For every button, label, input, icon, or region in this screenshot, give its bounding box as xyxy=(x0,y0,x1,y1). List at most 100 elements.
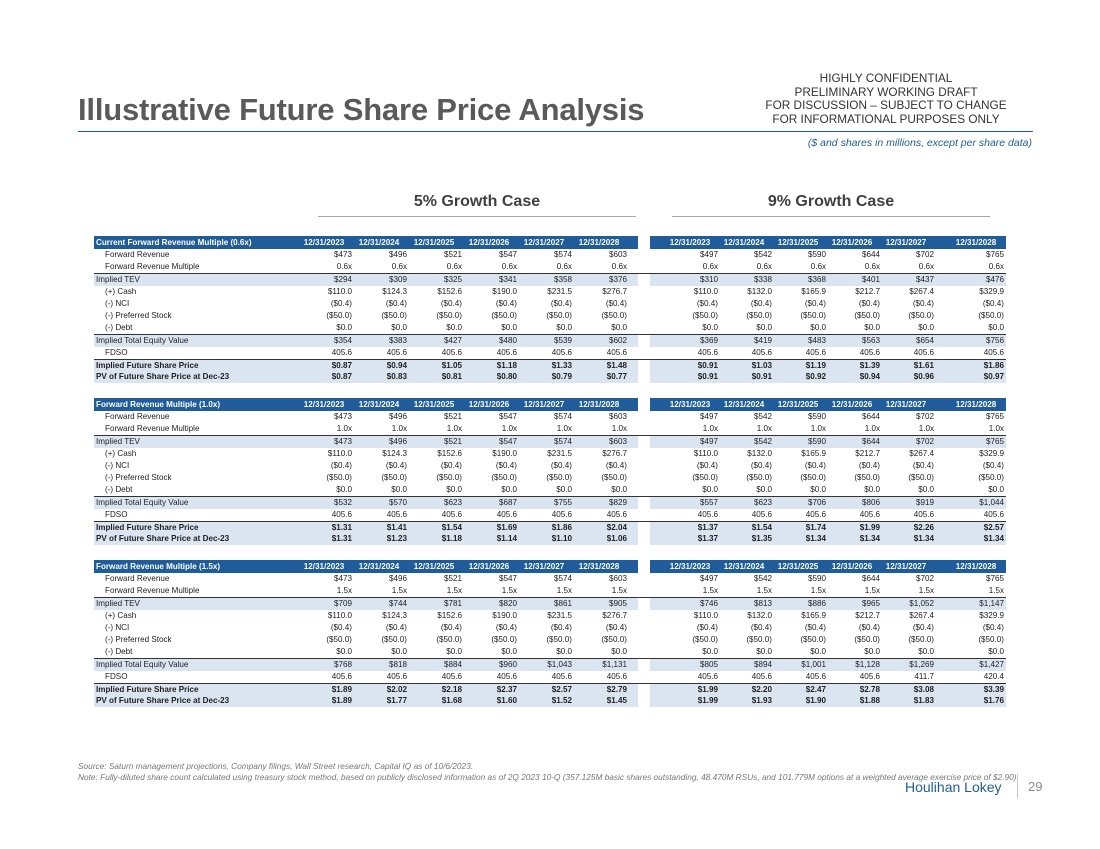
value-cell: 405.6 xyxy=(805,509,826,519)
table-row: Forward Revenue $473 $496 $521 $547 $574 $603 $… xyxy=(94,249,1006,261)
date-header-cell: 12/31/2024 xyxy=(723,400,765,409)
value-cell: $0.0 xyxy=(611,647,627,657)
date-header-cell: 12/31/2026 xyxy=(468,400,510,409)
row-label: Forward Revenue Multiple xyxy=(105,424,200,434)
row-label: (-) NCI xyxy=(105,298,130,308)
value-cell: $1.41 xyxy=(386,522,407,532)
row-label: (-) NCI xyxy=(105,622,130,632)
table-row: (-) NCI ($0.4) ($0.4) ($0.4) ($0.4) ($0.4) ($0… xyxy=(94,460,1006,472)
table-row: Implied TEV $294 $309 $325 $341 $358 $376 $310 $… xyxy=(94,273,1006,286)
value-cell: $497 xyxy=(699,412,718,421)
row-label: (-) Preferred Stock xyxy=(105,310,172,320)
value-cell: 1.0x xyxy=(501,424,517,434)
value-cell: ($50.0) xyxy=(746,310,772,320)
value-cell: ($50.0) xyxy=(978,634,1004,644)
table-row: (+) Cash $110.0 $124.3 $152.6 $190.0 $231.5 $2… xyxy=(94,610,1006,622)
value-cell: $473 xyxy=(333,250,352,259)
value-cell: $476 xyxy=(985,275,1004,285)
date-header-cell: 12/31/2023 xyxy=(669,562,711,571)
value-cell: ($0.4) xyxy=(982,298,1004,308)
value-cell: $190.0 xyxy=(492,448,517,458)
value-cell: ($0.4) xyxy=(495,460,517,470)
value-cell: $1.52 xyxy=(551,695,572,705)
date-header-cell: 12/31/2028 xyxy=(578,238,620,247)
value-cell: $0.0 xyxy=(336,485,352,495)
value-cell: ($0.4) xyxy=(495,298,517,308)
value-cell: $590 xyxy=(807,437,826,447)
confidentiality-line: HIGHLY CONFIDENTIAL xyxy=(819,71,953,85)
value-cell: $497 xyxy=(699,250,718,259)
date-header-cell: 12/31/2027 xyxy=(523,562,565,571)
date-header-cell: 12/31/2026 xyxy=(468,562,510,571)
value-cell: $1.34 xyxy=(805,533,826,543)
value-cell: ($0.4) xyxy=(330,298,352,308)
value-cell: ($50.0) xyxy=(908,310,934,320)
value-cell: $1.18 xyxy=(496,360,517,370)
row-label: (-) Debt xyxy=(105,485,133,495)
value-cell: 0.6x xyxy=(988,262,1004,272)
value-cell: 405.6 xyxy=(331,671,352,681)
value-cell: $497 xyxy=(699,574,718,583)
value-cell: $1,269 xyxy=(909,660,934,670)
valuation-table: Forward Revenue Multiple (1.5x) 12/31/202… xyxy=(94,560,1006,708)
value-cell: ($50.0) xyxy=(381,472,407,482)
value-cell: $0.96 xyxy=(913,371,934,381)
page-number: 29 xyxy=(1028,779,1043,794)
value-cell: $0.94 xyxy=(859,371,880,381)
value-cell: $570 xyxy=(388,498,407,508)
row-label: Implied Future Share Price xyxy=(96,360,199,370)
value-cell: $0.87 xyxy=(331,371,352,381)
value-cell: ($0.4) xyxy=(605,460,627,470)
value-cell: 405.6 xyxy=(859,509,880,519)
value-cell: $1.34 xyxy=(859,533,880,543)
value-cell: $1.23 xyxy=(386,533,407,543)
value-cell: $602 xyxy=(608,336,627,346)
value-cell: ($50.0) xyxy=(436,472,462,482)
date-header-cell: 12/31/2027 xyxy=(885,238,927,247)
table-row: Implied Future Share Price $1.31 $1.41 $1.5… xyxy=(94,520,1006,533)
value-cell: $0.0 xyxy=(446,323,462,333)
value-cell: $1.06 xyxy=(606,533,627,543)
value-cell: $547 xyxy=(498,412,517,421)
value-cell: $480 xyxy=(498,336,517,346)
case-divider-9pct xyxy=(672,216,990,217)
table-row: Implied Total Equity Value $532 $570 $623 $6… xyxy=(94,496,1006,509)
value-cell: $110.0 xyxy=(327,610,352,620)
value-cell: 405.6 xyxy=(441,347,462,357)
value-cell: $603 xyxy=(608,250,627,259)
value-cell: $1.10 xyxy=(551,533,572,543)
value-cell: ($50.0) xyxy=(746,472,772,482)
value-cell: $1.90 xyxy=(805,695,826,705)
date-header-cell: 12/31/2024 xyxy=(723,238,765,247)
page-title: Illustrative Future Share Price Analysis xyxy=(78,92,645,127)
value-cell: $0.0 xyxy=(501,485,517,495)
value-cell: 405.6 xyxy=(606,509,627,519)
value-cell: $1.68 xyxy=(441,695,462,705)
value-cell: $473 xyxy=(333,574,352,583)
value-cell: $0.0 xyxy=(501,323,517,333)
value-cell: 0.6x xyxy=(501,262,517,272)
value-cell: $231.5 xyxy=(547,448,572,458)
value-cell: ($0.4) xyxy=(495,622,517,632)
value-cell: 1.5x xyxy=(702,586,718,596)
date-header-cell: 12/31/2024 xyxy=(358,238,400,247)
value-cell: $231.5 xyxy=(547,610,572,620)
value-cell: $1.34 xyxy=(913,533,934,543)
value-cell: ($0.4) xyxy=(440,298,462,308)
value-cell: $2.37 xyxy=(496,684,517,694)
value-cell: $496 xyxy=(388,250,407,259)
value-cell: $124.3 xyxy=(382,448,407,458)
row-label: Implied TEV xyxy=(96,275,140,285)
value-cell: 1.0x xyxy=(756,424,772,434)
value-cell: $325 xyxy=(443,275,462,285)
value-cell: 405.6 xyxy=(805,671,826,681)
value-cell: $1,427 xyxy=(979,660,1004,670)
value-cell: $1.03 xyxy=(751,360,772,370)
value-cell: $547 xyxy=(498,250,517,259)
row-label: Implied Total Equity Value xyxy=(96,498,189,508)
value-cell: $768 xyxy=(333,660,352,670)
row-label: Implied Total Equity Value xyxy=(96,336,189,346)
date-header-cell: 12/31/2023 xyxy=(303,562,345,571)
value-cell: $0.0 xyxy=(810,647,826,657)
value-cell: $276.7 xyxy=(602,610,627,620)
